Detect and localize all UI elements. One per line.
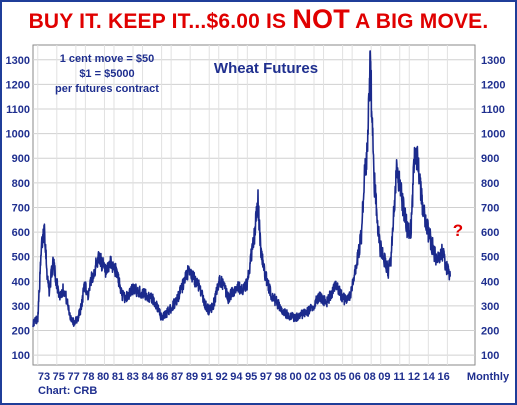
x-tick-label: 06 [349,371,361,383]
x-tick-label: 14 [423,371,436,383]
x-tick-label: 83 [127,371,139,383]
y-tick-label-left: 900 [12,153,30,165]
y-tick-label-right: 200 [481,326,499,338]
y-tick-label-right: 600 [481,227,499,239]
y-tick-label-right: 1300 [481,55,505,67]
y-tick-label-right: 1000 [481,129,505,141]
x-tick-label: 77 [67,371,79,383]
x-axis-label: Monthly [467,371,510,383]
y-tick-label-right: 500 [481,252,499,264]
headline-emphasis: NOT [292,4,350,34]
headline-part2: A BIG MOVE. [349,10,489,33]
y-tick-label-left: 300 [12,301,30,313]
y-tick-label-right: 400 [481,276,499,288]
x-tick-label: 89 [186,371,198,383]
y-tick-label-left: 500 [12,252,30,264]
x-tick-label: 98 [275,371,287,383]
x-tick-label: 12 [408,371,420,383]
x-tick-label: 08 [363,371,375,383]
x-tick-label: 09 [378,371,390,383]
series-line-wheat [32,50,451,328]
x-tick-label: 75 [53,371,65,383]
y-tick-label-right: 1100 [481,104,505,116]
x-tick-label: 00 [289,371,301,383]
y-tick-label-left: 1300 [6,55,30,67]
y-tick-label-left: 800 [12,178,30,190]
y-tick-label-left: 600 [12,227,30,239]
y-axis-right: 100 200 300 400 500 600 700 800 900 1000 1100 1200 1… [481,55,505,362]
y-tick-label-right: 700 [481,202,499,214]
y-tick-label-left: 400 [12,276,30,288]
x-tick-label: 03 [319,371,331,383]
annotation-line-2: $1 = $5000 [79,68,134,80]
y-tick-label-right: 900 [481,153,499,165]
y-tick-label-left: 100 [12,350,30,362]
headline: BUY IT. KEEP IT...$6.00 IS NOT A BIG MOV… [0,4,517,35]
y-tick-label-left: 200 [12,326,30,338]
y-tick-label-left: 700 [12,202,30,214]
x-tick-label: 87 [171,371,183,383]
y-tick-label-right: 1200 [481,79,505,91]
x-tick-label: 91 [201,371,213,383]
x-tick-label: 16 [437,371,449,383]
y-tick-label-left: 1000 [6,129,30,141]
x-tick-label: 80 [97,371,109,383]
chart-credit: Chart: CRB [38,385,98,397]
y-tick-label-left: 1100 [6,104,30,116]
y-tick-label-right: 100 [481,350,499,362]
y-tick-label-right: 300 [481,301,499,313]
x-tick-label: 84 [141,371,154,383]
annotation-line-1: 1 cent move = $50 [60,53,154,65]
y-tick-label-right: 800 [481,178,499,190]
x-tick-label: 78 [82,371,94,383]
x-tick-label: 95 [245,371,257,383]
y-axis-left: 100 200 300 400 500 600 700 800 900 1000 1100 1200 1… [6,55,30,362]
y-tick-label-left: 1200 [6,79,30,91]
x-axis: 73 75 77 78 80 81 83 84 86 87 89 91 92 94 95 97 98 00 02 03… [38,371,450,383]
x-tick-label: 86 [156,371,168,383]
x-tick-label: 02 [304,371,316,383]
headline-part1: BUY IT. KEEP IT...$6.00 IS [28,10,293,33]
x-tick-label: 05 [334,371,346,383]
x-tick-label: 92 [215,371,227,383]
x-tick-label: 11 [393,371,405,383]
question-mark: ? [453,221,463,240]
x-tick-label: 73 [38,371,50,383]
x-tick-label: 81 [112,371,124,383]
x-tick-label: 94 [230,371,243,383]
annotation-line-3: per futures contract [55,83,159,95]
chart-title: Wheat Futures [214,60,318,77]
x-tick-label: 97 [260,371,272,383]
